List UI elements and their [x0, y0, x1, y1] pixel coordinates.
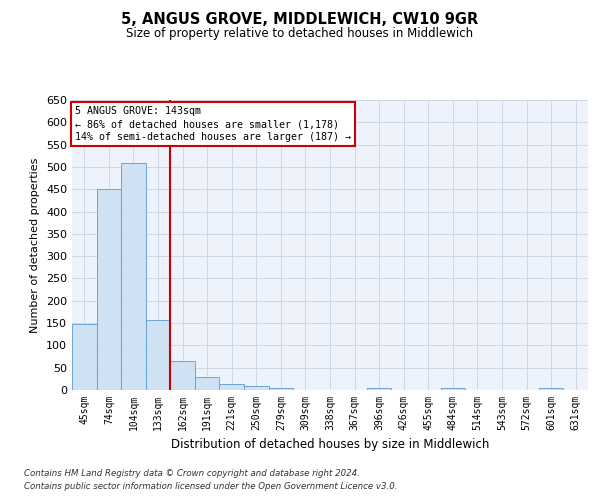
Text: Size of property relative to detached houses in Middlewich: Size of property relative to detached ho… — [127, 28, 473, 40]
Text: Contains HM Land Registry data © Crown copyright and database right 2024.: Contains HM Land Registry data © Crown c… — [24, 468, 360, 477]
Bar — [269, 388, 293, 390]
Bar — [539, 388, 563, 390]
Bar — [72, 324, 97, 390]
Bar — [220, 384, 244, 390]
Bar — [146, 320, 170, 390]
Bar — [367, 388, 391, 390]
Text: 5 ANGUS GROVE: 143sqm
← 86% of detached houses are smaller (1,178)
14% of semi-d: 5 ANGUS GROVE: 143sqm ← 86% of detached … — [74, 106, 350, 142]
Bar — [440, 388, 465, 390]
Bar — [244, 386, 269, 390]
Text: Contains public sector information licensed under the Open Government Licence v3: Contains public sector information licen… — [24, 482, 398, 491]
Text: 5, ANGUS GROVE, MIDDLEWICH, CW10 9GR: 5, ANGUS GROVE, MIDDLEWICH, CW10 9GR — [121, 12, 479, 28]
Bar — [121, 164, 146, 390]
Bar — [170, 360, 195, 390]
Bar — [195, 376, 220, 390]
X-axis label: Distribution of detached houses by size in Middlewich: Distribution of detached houses by size … — [171, 438, 489, 452]
Bar — [97, 189, 121, 390]
Y-axis label: Number of detached properties: Number of detached properties — [31, 158, 40, 332]
